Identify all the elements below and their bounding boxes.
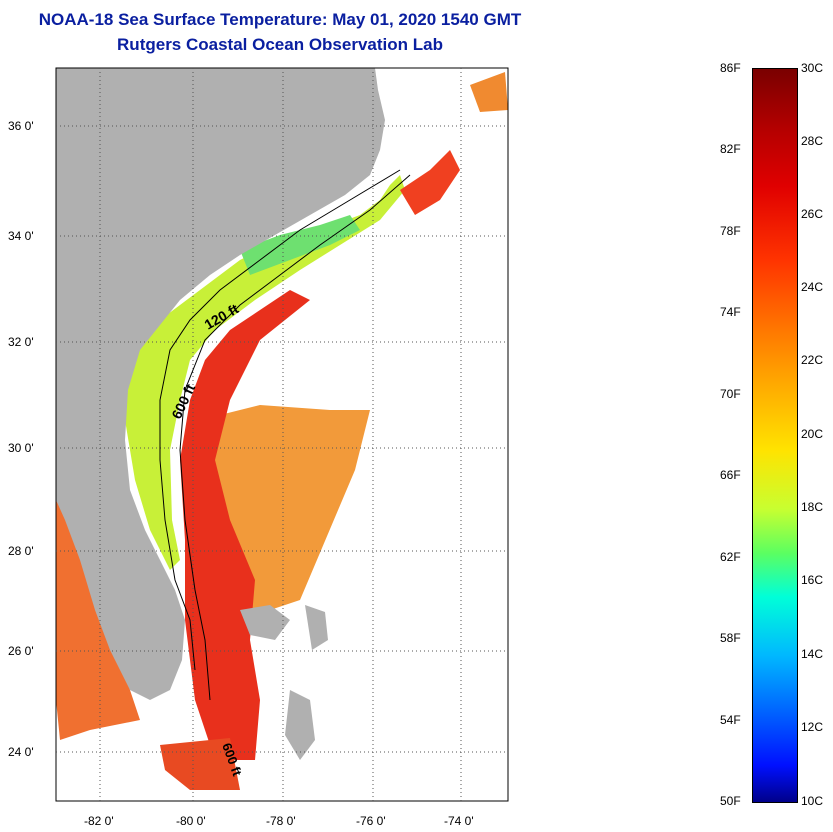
lat-label-28: 28 0' bbox=[8, 544, 34, 558]
cb-f-62: 62F bbox=[720, 550, 741, 564]
sst-far-ne bbox=[470, 72, 508, 112]
cb-f-78: 78F bbox=[720, 224, 741, 238]
lon-label-80: -80 0' bbox=[176, 814, 206, 828]
land-mainland bbox=[56, 68, 385, 700]
cb-c-26: 26C bbox=[801, 207, 824, 221]
cb-f-70: 70F bbox=[720, 387, 741, 401]
cb-c-10: 10C bbox=[801, 794, 824, 808]
chart-subtitle: Rutgers Coastal Ocean Observation Lab bbox=[117, 35, 443, 54]
land-bahamas-1 bbox=[240, 605, 290, 640]
cb-f-86: 86F bbox=[720, 61, 741, 75]
cb-f-54: 54F bbox=[720, 713, 741, 727]
lat-label-32: 32 0' bbox=[8, 335, 34, 349]
isobath-600ft bbox=[179, 174, 411, 701]
sst-gulf-patch bbox=[56, 500, 140, 740]
cb-c-22: 22C bbox=[801, 353, 824, 367]
cb-c-20: 20C bbox=[801, 427, 824, 441]
lat-label-30: 30 0' bbox=[8, 441, 34, 455]
cb-c-28: 28C bbox=[801, 134, 824, 148]
map-frame bbox=[55, 67, 509, 802]
sst-gulfstream bbox=[180, 290, 310, 760]
lat-label-26: 26 0' bbox=[8, 644, 34, 658]
cb-f-66: 66F bbox=[720, 468, 741, 482]
lat-label-34: 34 0' bbox=[8, 229, 34, 243]
lon-label-78: -78 0' bbox=[266, 814, 296, 828]
sst-layer bbox=[56, 72, 508, 790]
lon-label-82: -82 0' bbox=[84, 814, 114, 828]
cb-f-50: 50F bbox=[720, 794, 741, 808]
sst-shelf-green bbox=[240, 215, 360, 275]
lon-label-76: -76 0' bbox=[356, 814, 386, 828]
graticule bbox=[56, 68, 508, 801]
isobath-120ft bbox=[159, 169, 401, 671]
cb-c-18: 18C bbox=[801, 500, 824, 514]
cb-c-16: 16C bbox=[801, 573, 824, 587]
temperature-colorbar bbox=[752, 68, 798, 803]
land-bahamas-3 bbox=[305, 605, 328, 650]
chart-title: NOAA-18 Sea Surface Temperature: May 01,… bbox=[38, 10, 522, 29]
sst-keys-patch bbox=[160, 738, 240, 790]
cb-f-74: 74F bbox=[720, 305, 741, 319]
cb-c-30: 30C bbox=[801, 61, 824, 75]
land-layer bbox=[56, 68, 385, 760]
cb-c-12: 12C bbox=[801, 720, 824, 734]
lat-label-24: 24 0' bbox=[8, 745, 34, 759]
land-bahamas-2 bbox=[285, 690, 315, 760]
lat-label-36: 36 0' bbox=[8, 119, 34, 133]
cb-c-24: 24C bbox=[801, 280, 824, 294]
cb-f-82: 82F bbox=[720, 142, 741, 156]
sst-ne-patch bbox=[400, 150, 460, 215]
cb-f-58: 58F bbox=[720, 631, 741, 645]
cb-c-14: 14C bbox=[801, 647, 824, 661]
lon-label-74: -74 0' bbox=[444, 814, 474, 828]
